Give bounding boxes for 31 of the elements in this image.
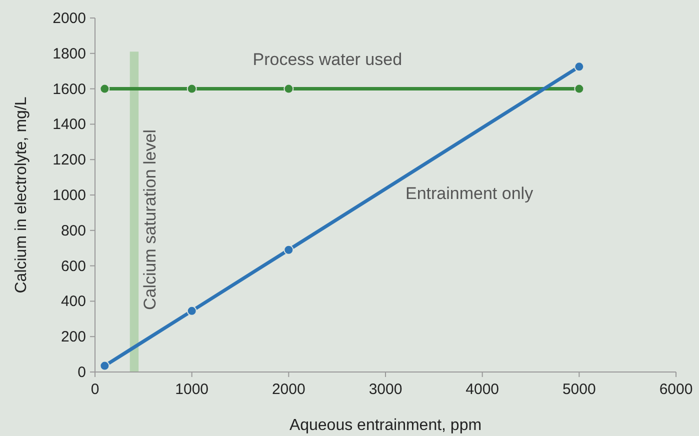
x-tick-label: 2000 [272, 381, 306, 398]
y-tick-label: 400 [60, 293, 86, 310]
x-tick-label: 6000 [659, 381, 693, 398]
point [284, 244, 294, 255]
x-tick-label: 3000 [368, 381, 402, 398]
series-label: Entrainment only [406, 184, 534, 203]
point [100, 360, 110, 371]
point [574, 84, 584, 94]
y-tick-label: 1000 [52, 187, 86, 204]
point [100, 84, 110, 94]
y-tick-label: 1400 [52, 116, 86, 134]
y-tick-label: 200 [60, 328, 86, 346]
y-axis-title: Calcium in electrolyte, mg/L [13, 96, 30, 294]
x-tick-label: 1000 [175, 381, 209, 398]
point [284, 84, 294, 94]
y-tick-label: 600 [60, 258, 86, 275]
x-tick-label: 5000 [562, 381, 596, 398]
x-axis-title: Aqueous entrainment, ppm [289, 417, 482, 434]
y-tick-label: 1600 [52, 80, 86, 98]
x-tick-label: 0 [90, 381, 100, 398]
y-tick-label: 0 [78, 364, 86, 381]
y-tick-label: 1800 [52, 45, 86, 62]
point [574, 62, 584, 72]
point [186, 306, 197, 316]
series-label: Process water used [252, 50, 402, 69]
y-tick-label: 800 [60, 222, 86, 240]
band-label: Calcium saturation level [140, 130, 160, 310]
y-tick-label: 1200 [52, 152, 86, 169]
y-tick-label: 2000 [52, 10, 86, 27]
point [186, 84, 197, 94]
x-tick-label: 4000 [466, 381, 500, 398]
